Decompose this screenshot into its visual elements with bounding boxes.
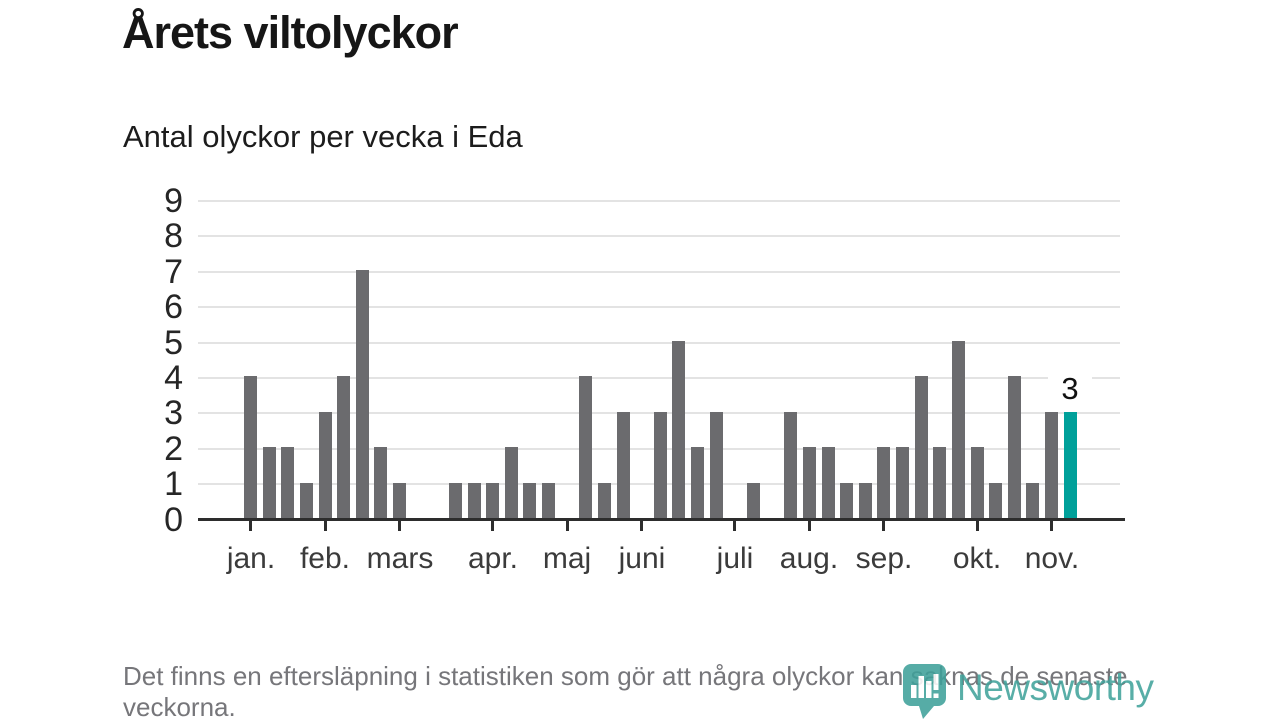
x-axis-month-label: juli: [716, 542, 754, 575]
y-axis-tick-label: 9: [164, 181, 183, 220]
x-axis-line: [198, 518, 1125, 521]
x-axis-tick: [491, 521, 494, 531]
x-axis-month-label: okt.: [952, 542, 1002, 575]
x-axis-month-label: apr.: [467, 542, 519, 575]
bar: [337, 376, 350, 518]
y-axis-tick-label: 4: [164, 358, 183, 397]
x-axis-tick: [733, 521, 736, 531]
y-axis-tick-label: 3: [164, 394, 183, 433]
x-axis-month-label: mars: [366, 542, 434, 575]
bar: [784, 412, 797, 518]
bar: [505, 447, 518, 518]
bar: [579, 376, 592, 518]
x-axis-month-label: jan.: [226, 542, 276, 575]
y-axis-tick-label: 5: [164, 323, 183, 362]
bar: [840, 483, 853, 518]
newsworthy-logo: Newsworthy: [903, 664, 1154, 720]
bar: [896, 447, 909, 518]
bar: [971, 447, 984, 518]
x-axis-tick: [249, 521, 252, 531]
x-axis-tick: [398, 521, 401, 531]
bar: [1045, 412, 1058, 518]
y-gridline: [198, 376, 1120, 379]
x-axis-tick: [324, 521, 327, 531]
bar: [300, 483, 313, 518]
y-gridline: [198, 235, 1120, 238]
bar: [747, 483, 760, 518]
bar: [710, 412, 723, 518]
bar: [523, 483, 536, 518]
y-gridline: [198, 306, 1120, 309]
y-axis-tick-label: 6: [164, 288, 183, 327]
x-axis-month-label: aug.: [779, 542, 839, 575]
bar: [672, 341, 685, 518]
x-axis-month-label: sep.: [855, 542, 913, 575]
bar: [244, 376, 257, 518]
footnote-text: Det finns en eftersläpning i statistiken…: [123, 661, 1128, 720]
y-gridline: [198, 270, 1120, 273]
x-axis-tick: [808, 521, 811, 531]
bar: [989, 483, 1002, 518]
y-axis-tick-label: 1: [164, 465, 183, 504]
y-axis-tick-label: 7: [164, 252, 183, 291]
bar: [803, 447, 816, 518]
y-gridline: [198, 199, 1120, 202]
bar: [486, 483, 499, 518]
chart-title: Årets viltolyckor: [122, 7, 459, 58]
bar: [319, 412, 332, 518]
x-axis-month-label: maj: [542, 542, 592, 575]
x-axis-month-label: feb.: [299, 542, 351, 575]
newsworthy-logo-icon: [903, 664, 946, 719]
x-axis-tick: [566, 521, 569, 531]
bar: [1008, 376, 1021, 518]
bar: [393, 483, 406, 518]
x-axis-tick: [1050, 521, 1053, 531]
bar: [691, 447, 704, 518]
bar: [822, 447, 835, 518]
bar: [859, 483, 872, 518]
bar: [449, 483, 462, 518]
highlighted-bar-value-label: 3: [1048, 371, 1092, 407]
bar: [374, 447, 387, 518]
bar: [281, 447, 294, 518]
y-gridline: [198, 341, 1120, 344]
bar: [1026, 483, 1039, 518]
bar: [617, 412, 630, 518]
bar: [263, 447, 276, 518]
highlighted-bar: [1064, 412, 1077, 518]
bar: [952, 341, 965, 518]
x-axis-tick: [976, 521, 979, 531]
x-axis-tick: [640, 521, 643, 531]
chart-subtitle: Antal olyckor per vecka i Eda: [123, 119, 523, 154]
bar: [654, 412, 667, 518]
newsworthy-logo-text: Newsworthy: [957, 667, 1154, 708]
y-axis-tick-label: 0: [164, 500, 183, 539]
x-axis-month-label: juni: [618, 542, 666, 575]
bar: [598, 483, 611, 518]
bar: [468, 483, 481, 518]
y-axis-tick-label: 8: [164, 217, 183, 256]
bar: [356, 270, 369, 518]
bar: [933, 447, 946, 518]
x-axis-month-label: nov.: [1024, 542, 1080, 575]
bar: [542, 483, 555, 518]
bar: [915, 376, 928, 518]
x-axis-tick: [882, 521, 885, 531]
bar: [877, 447, 890, 518]
y-axis-tick-label: 2: [164, 429, 183, 468]
